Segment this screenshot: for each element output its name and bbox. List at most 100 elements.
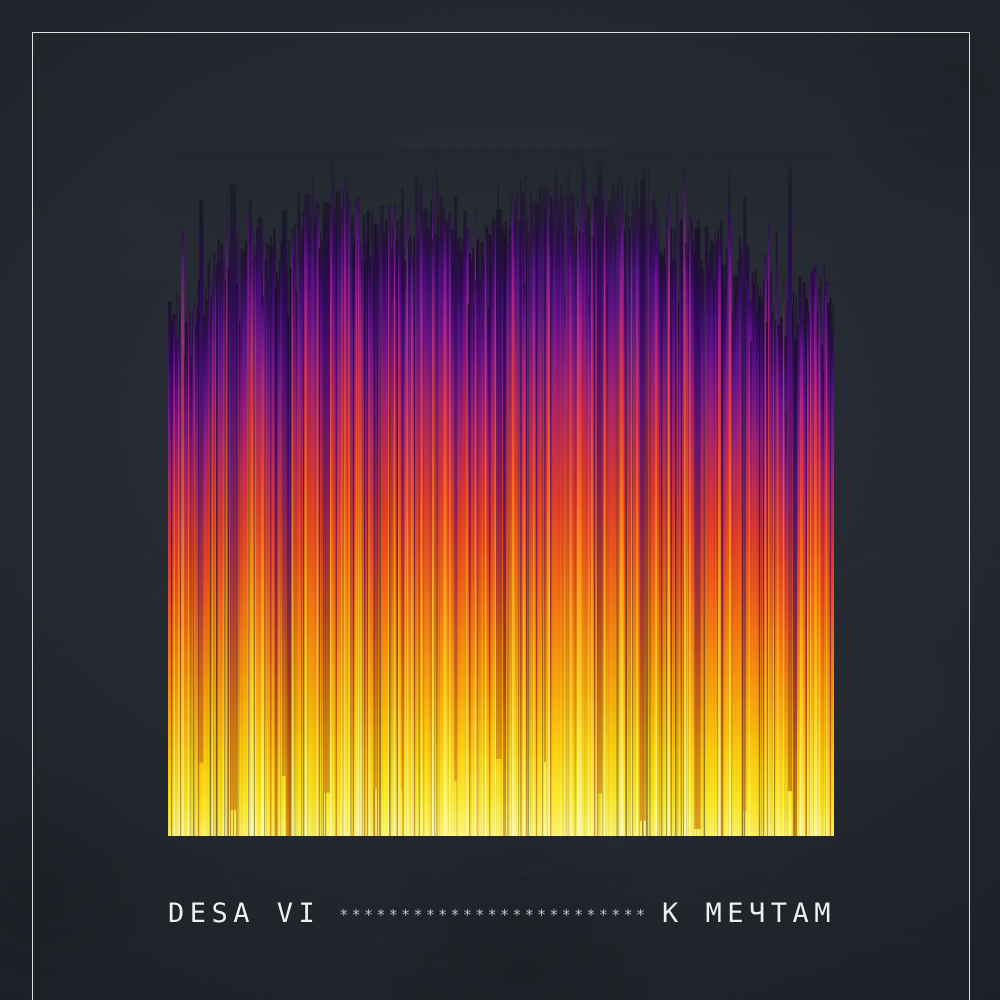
separator-asterisk: ∗	[611, 902, 621, 921]
spectrogram-strand	[751, 272, 754, 836]
spectrogram-hot-streak	[431, 239, 435, 836]
spectrogram-strand	[216, 263, 219, 836]
spectrogram-strand	[395, 240, 398, 836]
spectrogram-strand	[561, 226, 563, 836]
spectrogram-strand	[183, 356, 186, 836]
spectrogram-strand	[672, 258, 674, 836]
spectrogram-strand	[812, 267, 816, 836]
spectrogram-strand	[256, 228, 258, 836]
spectrogram-strand	[173, 326, 176, 836]
spectrogram-strand	[578, 230, 581, 836]
spectrogram-strand	[572, 193, 575, 836]
spectrogram-strand	[423, 207, 427, 836]
spectrogram-strand	[176, 293, 178, 836]
spectrogram-strand	[356, 239, 359, 836]
separator-asterisk: ∗	[376, 902, 386, 921]
spectrogram-strand	[295, 291, 298, 836]
spectrogram-strand	[582, 233, 584, 836]
spectrogram-strand	[588, 297, 590, 836]
spectrogram-strand	[690, 220, 693, 836]
spectrogram-hot-streak	[768, 222, 770, 836]
spectrogram-strand	[207, 263, 210, 836]
spectrogram-strand	[464, 222, 466, 836]
spectrogram-strand	[481, 319, 483, 836]
spectrogram-strand	[409, 234, 411, 836]
spectrogram-strand	[213, 252, 216, 836]
spectrogram-strand	[318, 248, 321, 836]
spectrogram-strand	[310, 212, 312, 836]
spectrogram-strand	[805, 298, 808, 836]
spectrogram-strand	[687, 232, 691, 836]
spectrogram-strand	[825, 281, 829, 836]
spectrogram-strand	[660, 256, 663, 836]
spectrogram-strand	[701, 268, 704, 836]
spectrogram-strand	[630, 217, 633, 836]
spectrogram-hot-streak	[568, 236, 572, 836]
spectrogram-strand	[301, 229, 304, 836]
spectrogram-strand	[210, 295, 213, 836]
spectrogram-strand	[501, 225, 504, 836]
spectrogram-strand	[348, 201, 351, 836]
spectrogram-strand	[656, 246, 658, 836]
spectrogram-strand	[726, 249, 728, 836]
spectrogram-strand	[757, 284, 760, 836]
spectrogram-strand	[265, 243, 269, 836]
spectrogram-strand	[629, 228, 631, 836]
spectrogram-strand	[477, 238, 479, 836]
spectrogram-strand	[177, 336, 181, 836]
spectrogram-strand	[449, 217, 452, 836]
spectrogram-strand	[720, 221, 723, 836]
spectrogram-strand	[565, 152, 567, 836]
spectrogram-strand	[557, 200, 560, 836]
spectrogram-canvas	[168, 150, 834, 836]
spectrogram-strand	[247, 206, 249, 836]
spectrogram-strand	[626, 178, 629, 836]
spectrogram-strand	[771, 312, 774, 836]
spectrogram-strand	[635, 180, 638, 836]
spectrogram-strand	[616, 183, 618, 836]
spectrogram-strand	[676, 192, 678, 836]
spectrogram-strand	[179, 297, 181, 836]
separator-asterisk: ∗	[537, 902, 547, 921]
spectrogram-strand	[312, 195, 315, 836]
spectrogram-strand	[332, 214, 335, 836]
spectrogram-strand	[193, 301, 195, 836]
spectrogram-strand	[763, 279, 766, 836]
separator-asterisk: ∗	[351, 902, 361, 921]
spectrogram-strand	[189, 314, 191, 836]
spectrogram-strand	[223, 261, 225, 836]
spectrogram-strand	[491, 216, 494, 836]
spectrogram-strand	[585, 218, 589, 836]
spectrogram-strand	[219, 258, 221, 836]
separator-asterisk: ∗	[475, 902, 485, 921]
spectrogram-strand	[755, 309, 759, 836]
spectrogram-strand	[511, 189, 514, 836]
spectrogram-strand	[775, 230, 778, 836]
separator-asterisk: ∗	[499, 902, 509, 921]
spectrogram-strand	[608, 201, 611, 836]
spectrogram-strand	[217, 239, 220, 836]
spectrogram-strand	[575, 226, 578, 836]
spectrogram-hot-streak	[523, 283, 526, 836]
spectrogram-strand	[824, 263, 825, 836]
spectrogram-strand	[345, 185, 348, 836]
spectrogram-strand	[291, 229, 295, 836]
spectrogram-strand	[461, 239, 465, 836]
spectrogram-strand	[466, 229, 469, 836]
spectrogram-strand	[619, 226, 622, 836]
spectrogram-strand	[267, 278, 270, 836]
spectrogram-strand	[737, 261, 740, 836]
spectrogram-strand	[549, 197, 553, 836]
spectrogram-strand	[541, 200, 543, 836]
spectrogram-strand	[197, 279, 201, 836]
spectrogram-strand	[684, 241, 687, 836]
separator-asterisk: ∗	[549, 902, 559, 921]
spectrogram-strand	[680, 219, 683, 836]
spectrogram-strand	[504, 221, 507, 836]
spectrogram-strand	[816, 311, 819, 836]
spectrogram-dark-channel	[281, 210, 288, 776]
spectrogram-strand	[611, 189, 613, 836]
spectrogram-strand	[484, 224, 487, 836]
spectrogram-strand	[302, 210, 305, 836]
spectrogram-strand	[190, 357, 193, 836]
